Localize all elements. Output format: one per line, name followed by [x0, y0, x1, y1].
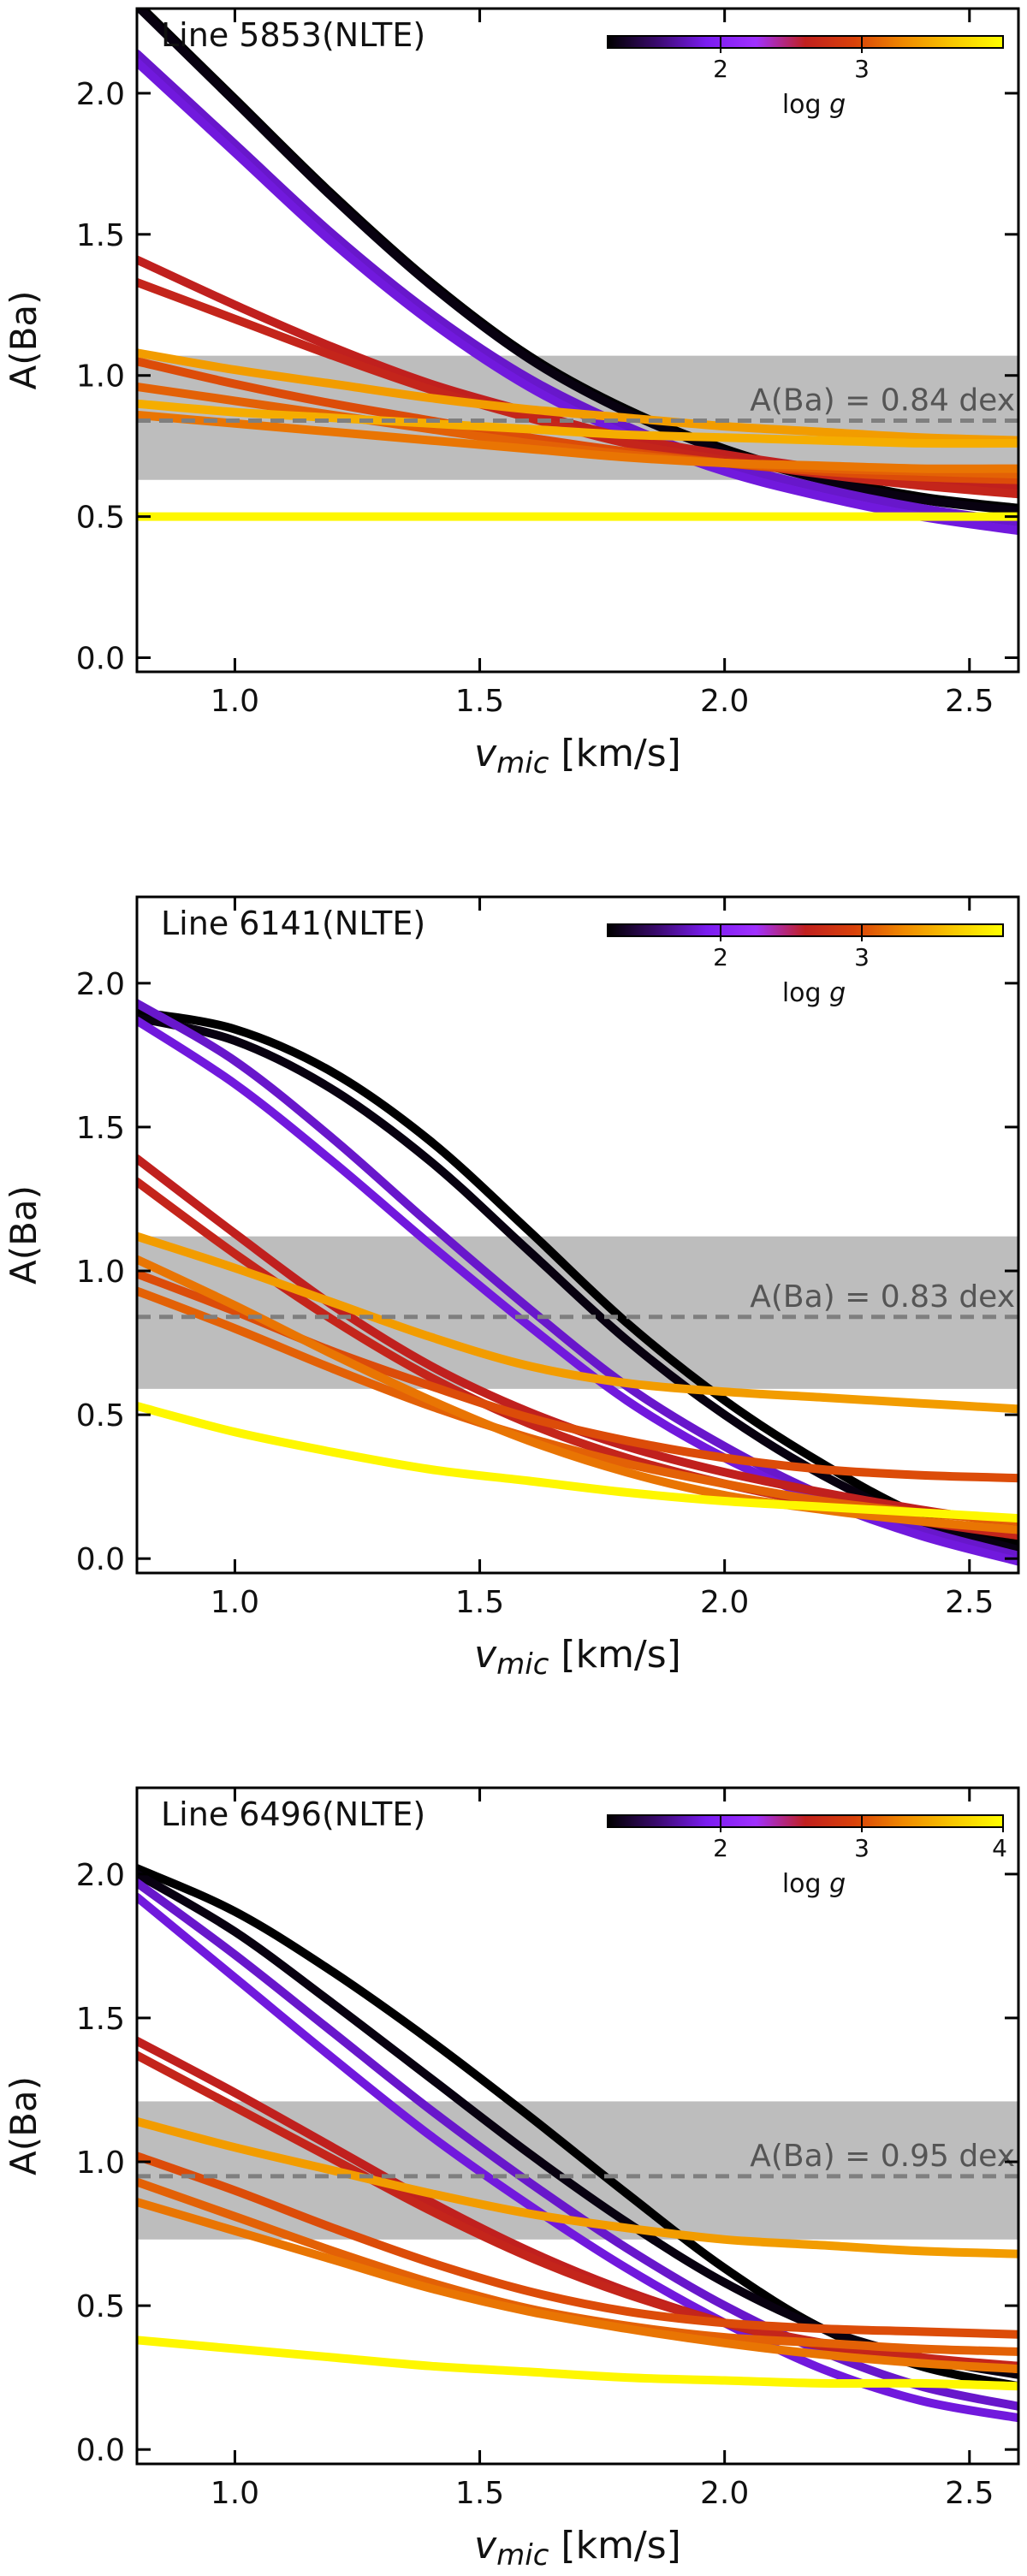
colorbar-gradient [607, 923, 1004, 937]
y-tick-label: 2.0 [76, 967, 125, 1002]
x-tick-label: 2.5 [945, 2476, 994, 2511]
colorbar-tick-label: 2 [713, 943, 728, 971]
series-line [137, 1232, 1018, 1414]
x-axis: 1.0 1.5 2.0 2.5 [211, 1585, 994, 1620]
colorbar-gradient [607, 1814, 1004, 1828]
series-line [137, 410, 1018, 473]
x-tick-label: 2.0 [700, 2476, 749, 2511]
y-tick-label: 2.0 [76, 1858, 125, 1893]
x-tick-label: 2.0 [700, 1585, 749, 1620]
x-tick-label: 2.5 [945, 1585, 994, 1620]
series-line [137, 348, 1018, 445]
series-line [137, 1255, 1018, 1534]
mean-label: A(Ba) = 0.95 dex [750, 2139, 1015, 2174]
colorbar-label: log g [782, 1869, 846, 1899]
series-line [137, 1007, 1018, 1549]
colorbar-gradient [607, 35, 1004, 49]
series-line [137, 1402, 1018, 1523]
colorbar-label: log g [782, 90, 846, 120]
x-tick-label: 1.5 [455, 2476, 504, 2511]
colorbar-tick-label: 4 [992, 1834, 1007, 1862]
y-tick-label: 0.0 [76, 642, 125, 677]
x-tick-label: 1.0 [211, 684, 259, 719]
colorbar-tick-label: 3 [854, 943, 870, 971]
panel-title: Line 6141(NLTE) [161, 905, 425, 942]
colorbar-tick-label: 3 [854, 1834, 870, 1862]
plot-frame [135, 895, 1020, 1575]
colorbar-tick-label: 2 [713, 55, 728, 83]
mean-label: A(Ba) = 0.83 dex [750, 1279, 1015, 1315]
series-line [137, 1878, 1018, 2411]
y-tick-label: 1.5 [76, 2002, 125, 2037]
series-line [137, 2117, 1018, 2258]
y-tick-label: 0.0 [76, 2433, 125, 2468]
y-axis: 0.0 0.5 1.0 1.5 2.0 [76, 77, 125, 677]
y-tick-label: 2.0 [76, 77, 125, 112]
y-axis: 0.0 0.5 1.0 1.5 2.0 [76, 1858, 125, 2468]
x-axis: 1.0 1.5 2.0 2.5 [211, 684, 994, 719]
panel-line-5853: A(Ba) = 0.84 dex 1.0 1.5 2.0 2.5 0.0 0.5… [3, 7, 1020, 781]
series-line [137, 2336, 1018, 2391]
colorbar-tick-label: 3 [854, 55, 870, 83]
plot-frame [135, 1786, 1020, 2466]
y-axis-label: A(Ba) [3, 290, 45, 389]
y-tick-label: 1.0 [76, 1255, 125, 1290]
panel-title: Line 5853(NLTE) [161, 16, 425, 54]
y-tick-label: 1.0 [76, 2146, 125, 2181]
y-tick-label: 1.5 [76, 218, 125, 253]
x-axis-label: vmic [km/s] [474, 2524, 681, 2573]
series-line [137, 2198, 1018, 2374]
y-tick-label: 1.0 [76, 359, 125, 395]
x-axis-label: vmic [km/s] [474, 732, 681, 781]
x-tick-label: 1.5 [455, 1585, 504, 1620]
y-axis-label: A(Ba) [3, 2076, 45, 2175]
series-line [137, 2152, 1018, 2339]
panel-line-6141: A(Ba) = 0.83 dex 1.0 1.5 2.0 2.5 0.0 0.5… [3, 895, 1020, 1682]
colorbar-label: log g [782, 978, 846, 1008]
x-tick-label: 1.0 [211, 2476, 259, 2511]
series-line [137, 399, 1018, 448]
x-axis-label: vmic [km/s] [474, 1633, 681, 1682]
series-line [137, 9, 1018, 515]
mean-label: A(Ba) = 0.84 dex [750, 383, 1015, 418]
panel-title: Line 6496(NLTE) [161, 1795, 425, 1833]
x-tick-label: 2.5 [945, 684, 994, 719]
x-tick-label: 1.5 [455, 684, 504, 719]
y-axis: 0.0 0.5 1.0 1.5 2.0 [76, 967, 125, 1577]
curve-group [137, 999, 1018, 1566]
series-line [137, 49, 1018, 527]
colorbar-tick-label: 2 [713, 1834, 728, 1862]
curve-group [137, 1864, 1018, 2423]
plot-frame [135, 7, 1020, 674]
x-tick-label: 2.0 [700, 684, 749, 719]
y-tick-label: 0.5 [76, 501, 125, 536]
y-axis-label: A(Ba) [3, 1185, 45, 1285]
colorbar: 2 3 log g [607, 923, 1004, 1008]
y-tick-label: 1.5 [76, 1111, 125, 1146]
colorbar: 2 3 log g [607, 35, 1004, 120]
series-line [137, 57, 1018, 536]
colorbar: 2 3 4 log g [607, 1814, 1007, 1899]
y-tick-label: 0.5 [76, 2289, 125, 2324]
y-tick-label: 0.5 [76, 1398, 125, 1433]
y-tick-label: 0.0 [76, 1542, 125, 1577]
x-axis: 1.0 1.5 2.0 2.5 [211, 2476, 994, 2511]
x-tick-label: 1.0 [211, 1585, 259, 1620]
panel-line-6496: A(Ba) = 0.95 dex 1.0 1.5 2.0 2.5 0.0 0.5… [3, 1786, 1020, 2573]
curve-group [137, 9, 1018, 536]
